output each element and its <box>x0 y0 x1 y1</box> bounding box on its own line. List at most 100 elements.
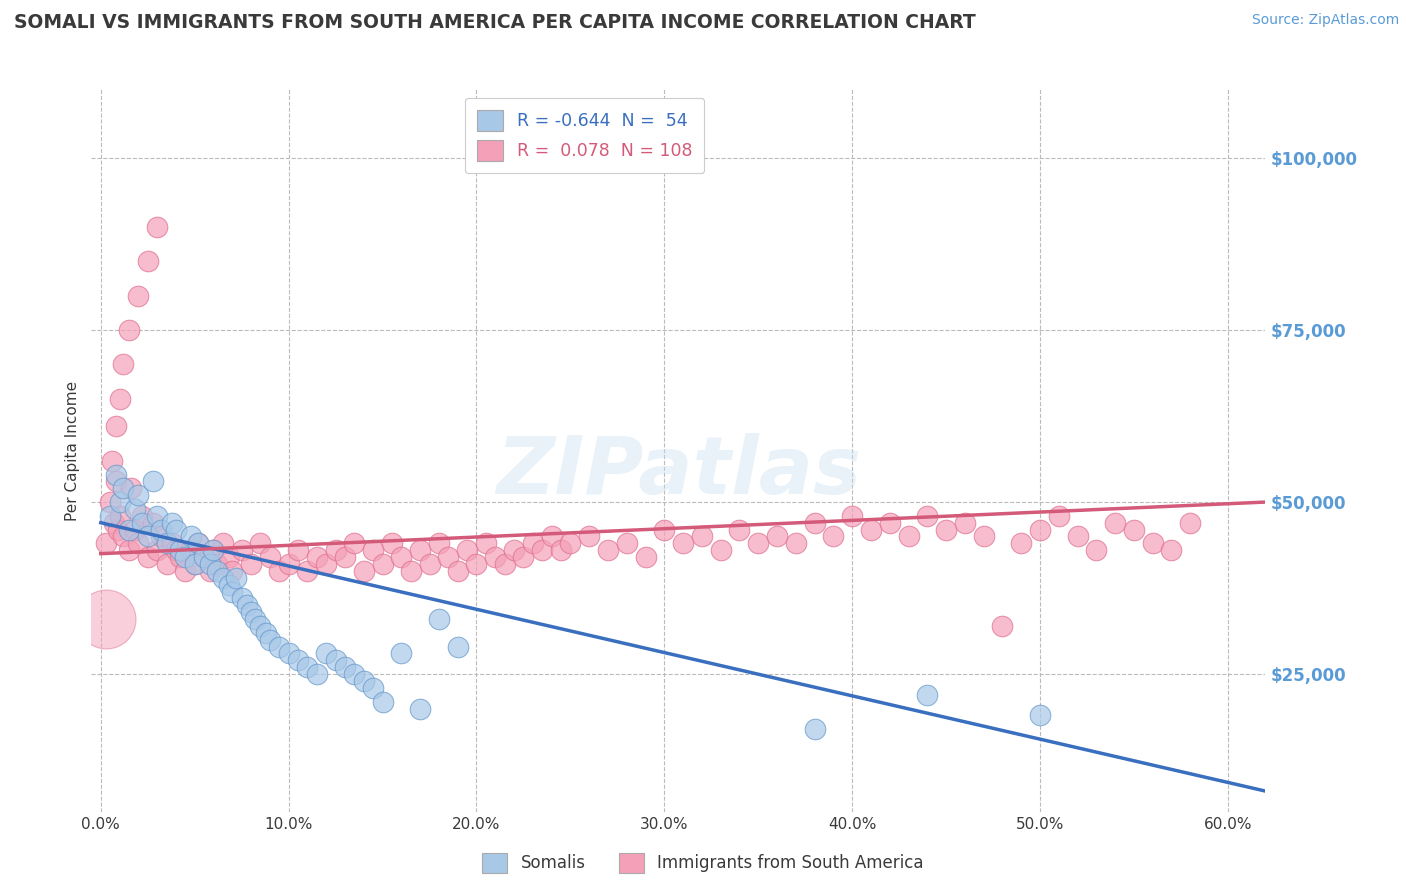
Point <box>353 673 375 688</box>
Point <box>98 508 121 523</box>
Point <box>98 495 121 509</box>
Point <box>155 557 177 571</box>
Point <box>136 550 159 565</box>
Point <box>305 667 328 681</box>
Point <box>785 536 807 550</box>
Point <box>672 536 695 550</box>
Point <box>540 529 562 543</box>
Point <box>333 660 356 674</box>
Point <box>165 523 187 537</box>
Point <box>183 557 205 571</box>
Point <box>1010 536 1032 550</box>
Point <box>1122 523 1144 537</box>
Point <box>1104 516 1126 530</box>
Point <box>225 571 247 585</box>
Point <box>155 536 177 550</box>
Point <box>104 467 127 482</box>
Point <box>187 536 209 550</box>
Point <box>859 523 882 537</box>
Point <box>207 564 229 578</box>
Point <box>652 523 675 537</box>
Point <box>259 550 281 565</box>
Point <box>127 488 149 502</box>
Point <box>1047 508 1070 523</box>
Point <box>475 536 498 550</box>
Point <box>183 557 205 571</box>
Point <box>104 475 127 489</box>
Point <box>112 529 135 543</box>
Point <box>221 584 243 599</box>
Point <box>409 543 432 558</box>
Point <box>221 564 243 578</box>
Point <box>101 454 124 468</box>
Point <box>456 543 478 558</box>
Point <box>193 550 215 565</box>
Text: Source: ZipAtlas.com: Source: ZipAtlas.com <box>1251 13 1399 28</box>
Point <box>361 681 384 695</box>
Point <box>269 564 291 578</box>
Point <box>249 619 271 633</box>
Point <box>494 557 516 571</box>
Point <box>149 529 172 543</box>
Point <box>634 550 657 565</box>
Point <box>315 557 337 571</box>
Point <box>437 550 460 565</box>
Point <box>389 647 412 661</box>
Point <box>124 523 146 537</box>
Point <box>243 612 266 626</box>
Point <box>953 516 976 530</box>
Point <box>315 647 337 661</box>
Point <box>747 536 769 550</box>
Point <box>112 481 135 495</box>
Point <box>710 543 733 558</box>
Point <box>512 550 534 565</box>
Point <box>596 543 619 558</box>
Point <box>96 536 118 550</box>
Point <box>381 536 404 550</box>
Point <box>131 508 153 523</box>
Point <box>118 523 141 537</box>
Point <box>325 543 347 558</box>
Point <box>917 688 939 702</box>
Point <box>728 523 751 537</box>
Point <box>277 557 299 571</box>
Point <box>202 543 225 558</box>
Point <box>897 529 920 543</box>
Point <box>503 543 526 558</box>
Point <box>136 529 159 543</box>
Point <box>560 536 582 550</box>
Point <box>1085 543 1108 558</box>
Point <box>112 358 135 372</box>
Point <box>427 612 450 626</box>
Point <box>465 557 488 571</box>
Point <box>103 516 125 530</box>
Point <box>212 571 235 585</box>
Point <box>803 722 825 736</box>
Point <box>218 577 240 591</box>
Point <box>389 550 412 565</box>
Point <box>841 508 863 523</box>
Point <box>240 605 263 619</box>
Point <box>287 653 309 667</box>
Point <box>917 508 939 523</box>
Point <box>169 543 191 558</box>
Point <box>447 564 470 578</box>
Point <box>823 529 845 543</box>
Text: ZIPatlas: ZIPatlas <box>496 434 860 511</box>
Point <box>249 536 271 550</box>
Point <box>231 543 253 558</box>
Point <box>160 536 183 550</box>
Point <box>240 557 263 571</box>
Point <box>149 523 172 537</box>
Point <box>297 660 319 674</box>
Point <box>343 536 366 550</box>
Point <box>305 550 328 565</box>
Point <box>124 502 146 516</box>
Point <box>333 550 356 565</box>
Point <box>180 529 202 543</box>
Point <box>973 529 995 543</box>
Point <box>187 536 209 550</box>
Point <box>991 619 1014 633</box>
Point <box>202 543 225 558</box>
Point <box>1029 523 1052 537</box>
